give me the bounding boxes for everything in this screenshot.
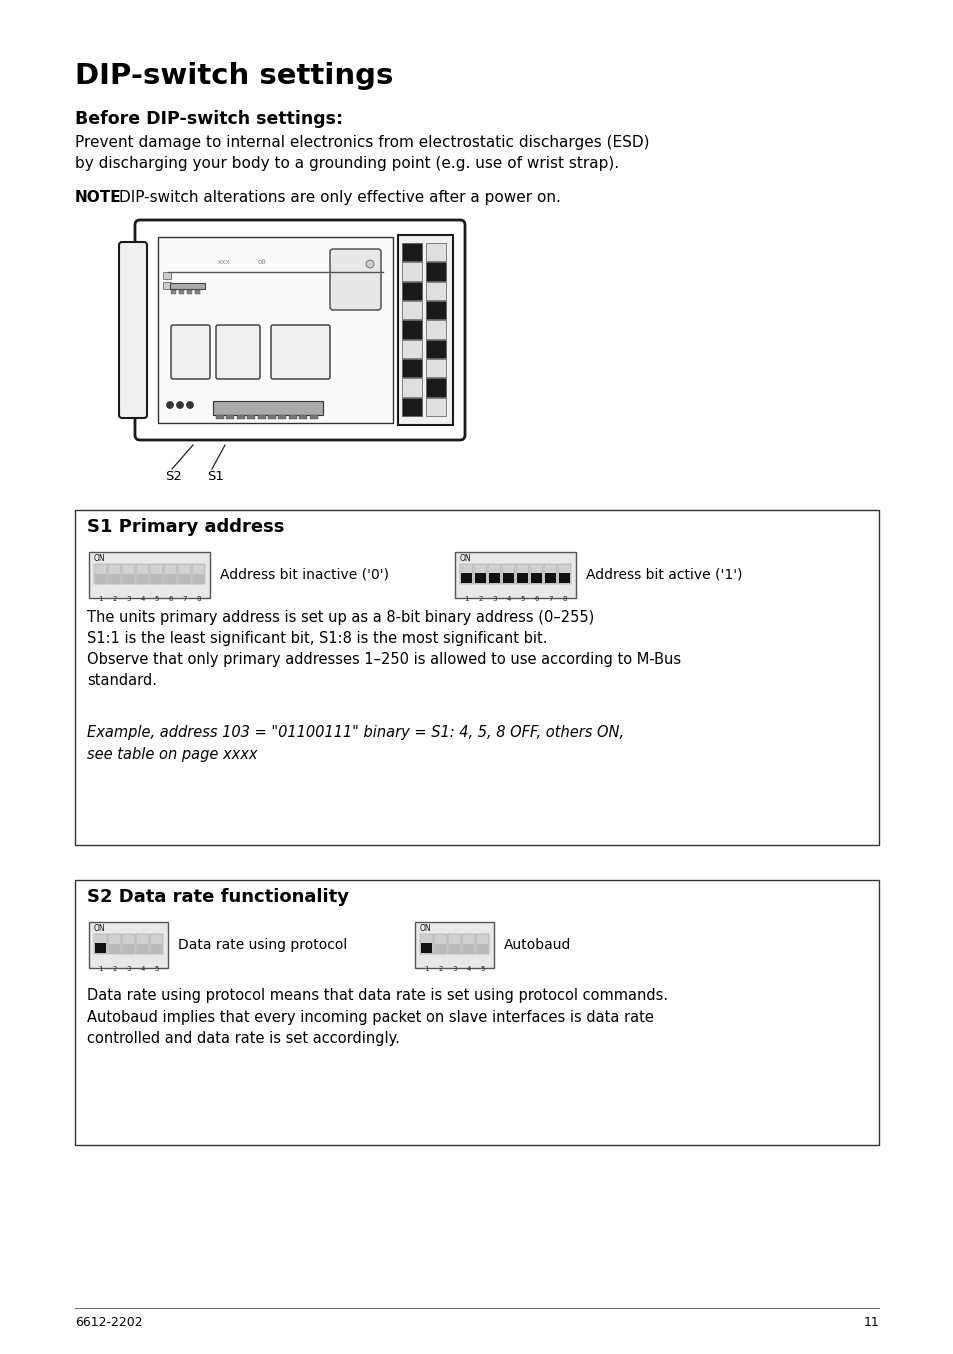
Text: 1: 1 [424, 965, 428, 972]
Bar [448, 934, 460, 955]
Bar [401, 282, 421, 301]
Bar [257, 414, 265, 418]
Text: 4: 4 [140, 965, 145, 972]
Bar [268, 414, 275, 418]
Text: 2: 2 [112, 596, 116, 603]
Bar [397, 236, 453, 425]
Bar [109, 944, 120, 955]
Bar [461, 934, 475, 955]
Bar [278, 414, 286, 418]
Bar [136, 934, 149, 955]
Bar [151, 944, 162, 955]
Bar [289, 414, 296, 418]
Text: 2: 2 [477, 596, 482, 603]
Bar [178, 565, 191, 584]
Text: 1: 1 [98, 965, 103, 972]
Bar [434, 934, 447, 955]
Text: o0: o0 [257, 259, 266, 265]
FancyBboxPatch shape [135, 219, 464, 440]
Circle shape [186, 402, 193, 409]
Bar [489, 573, 499, 584]
Bar [516, 565, 529, 584]
Bar [163, 282, 171, 288]
Bar [123, 944, 133, 955]
Bar [502, 573, 514, 584]
Bar [426, 398, 446, 416]
Bar [401, 398, 421, 416]
Text: Data rate using protocol: Data rate using protocol [178, 938, 347, 952]
Bar [426, 340, 446, 357]
Bar [75, 880, 878, 1145]
Bar [171, 290, 175, 294]
Bar [150, 934, 163, 955]
Bar [136, 565, 149, 584]
Text: 3: 3 [126, 965, 131, 972]
Text: S2 Data rate functionality: S2 Data rate functionality [87, 888, 349, 906]
Bar [236, 414, 245, 418]
Text: 3: 3 [126, 596, 131, 603]
Bar [179, 290, 184, 294]
Text: 5: 5 [519, 596, 524, 603]
Text: S1: S1 [207, 470, 224, 483]
Bar [475, 573, 485, 584]
Text: Example, address 103 = "01100111" binary = S1: 4, 5, 8 OFF, others ON,
see table: Example, address 103 = "01100111" binary… [87, 724, 623, 761]
Bar [426, 321, 446, 338]
Bar [89, 922, 168, 968]
Text: S2: S2 [165, 470, 182, 483]
Text: 7: 7 [182, 596, 187, 603]
Bar [122, 934, 135, 955]
Text: S1 Primary address: S1 Primary address [87, 519, 284, 536]
Text: 8: 8 [561, 596, 566, 603]
Bar [158, 237, 393, 422]
Text: 6: 6 [534, 596, 538, 603]
Bar [530, 565, 542, 584]
Bar [558, 573, 569, 584]
Bar [122, 565, 135, 584]
Bar [192, 565, 205, 584]
Bar [401, 321, 421, 338]
Text: 6: 6 [168, 596, 172, 603]
Bar [170, 283, 205, 288]
Bar [401, 263, 421, 280]
Bar [151, 574, 162, 584]
Bar [401, 301, 421, 320]
Text: 1: 1 [98, 596, 103, 603]
Bar [531, 573, 541, 584]
Bar [426, 242, 446, 261]
Bar [543, 565, 557, 584]
Circle shape [366, 260, 374, 268]
Bar [226, 414, 234, 418]
Bar [215, 414, 224, 418]
Text: 3: 3 [452, 965, 456, 972]
Bar [415, 922, 494, 968]
Circle shape [176, 402, 183, 409]
Text: 5: 5 [154, 965, 158, 972]
Text: 1: 1 [464, 596, 468, 603]
Bar [420, 942, 432, 953]
Bar [179, 574, 190, 584]
Bar [193, 574, 204, 584]
Text: Address bit active ('1'): Address bit active ('1') [585, 567, 741, 582]
Text: 8: 8 [196, 596, 200, 603]
Bar [460, 573, 472, 584]
Bar [435, 944, 446, 955]
Bar [501, 565, 515, 584]
Bar [310, 414, 317, 418]
Bar [488, 565, 500, 584]
Bar [476, 934, 489, 955]
Text: The units primary address is set up as a 8-bit binary address (0–255)
S1:1 is th: The units primary address is set up as a… [87, 611, 680, 688]
Bar [123, 574, 133, 584]
Bar [474, 565, 486, 584]
Bar [299, 414, 307, 418]
Bar [108, 934, 121, 955]
Bar [401, 359, 421, 378]
Text: Address bit inactive ('0'): Address bit inactive ('0') [220, 567, 389, 582]
Bar [213, 401, 323, 414]
Text: Data rate using protocol means that data rate is set using protocol commands.
Au: Data rate using protocol means that data… [87, 988, 667, 1047]
Bar [165, 574, 175, 584]
Bar [462, 944, 474, 955]
Text: 4: 4 [140, 596, 145, 603]
Bar [426, 282, 446, 301]
Bar [455, 552, 576, 598]
Bar [449, 944, 459, 955]
